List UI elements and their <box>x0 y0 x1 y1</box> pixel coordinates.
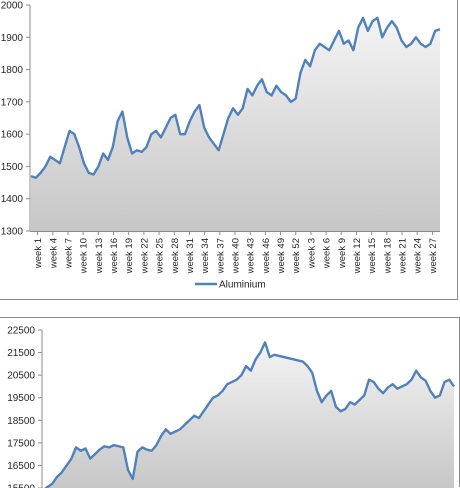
legend-label: Aluminium <box>219 280 266 291</box>
series-area-fill <box>31 18 440 231</box>
y-tick-label: 1400 <box>1 194 24 205</box>
aluminium-chart: 1300 1400 1500 1600 1700 1800 1900 2000 week 1 we… <box>0 0 458 300</box>
x-tick-label: week 1 <box>33 238 44 269</box>
y-tick-label: 1700 <box>1 97 24 108</box>
y-tick-label: 20500 <box>7 371 35 382</box>
y-tick-label: 17500 <box>7 438 35 449</box>
y-tick-label: 22500 <box>7 326 35 337</box>
y-tick-label: 2000 <box>1 1 24 12</box>
x-tick-label: week 46 <box>261 238 272 274</box>
x-tick-label: week 22 <box>139 238 150 274</box>
x-tick-label: week 52 <box>291 238 302 274</box>
x-tick-label: week 40 <box>231 238 242 274</box>
series-area-fill <box>43 342 454 488</box>
y-tick-label: 1600 <box>1 130 24 141</box>
x-tick-label: week 12 <box>352 238 363 274</box>
x-tick-label: week 24 <box>413 238 424 274</box>
aluminium-chart-panel: 1300 1400 1500 1600 1700 1800 1900 2000 week 1 we… <box>0 0 458 300</box>
y-tick-label: 1800 <box>1 65 24 76</box>
copper-chart-panel: 15500 16500 17500 18500 19500 20500 21500 22500 <box>0 317 460 487</box>
x-tick-label: week 6 <box>322 238 333 269</box>
legend: Aluminium <box>195 280 266 291</box>
y-tick-label: 16500 <box>7 461 35 472</box>
x-tick-label: week 13 <box>94 238 105 274</box>
x-tick-label: week 9 <box>337 238 348 269</box>
x-tick-label: week 16 <box>109 238 120 274</box>
y-tick-label: 1900 <box>1 33 24 44</box>
x-tick-label: week 34 <box>200 238 211 274</box>
x-tick-label: week 25 <box>155 238 166 274</box>
x-tick-label: week 37 <box>215 238 226 274</box>
x-tick-label: week 10 <box>79 238 90 274</box>
y-tick-label: 1500 <box>1 162 24 173</box>
x-tick-label: week 7 <box>63 238 74 269</box>
y-tick-label: 19500 <box>7 393 35 404</box>
y-tick-label: 18500 <box>7 416 35 427</box>
x-tick-label: week 28 <box>170 238 181 274</box>
x-tick-label: week 19 <box>124 238 135 274</box>
second-price-chart: 15500 16500 17500 18500 19500 20500 21500 22500 <box>0 318 460 488</box>
x-tick-label: week 27 <box>428 238 439 274</box>
y-tick-label: 21500 <box>7 348 35 359</box>
y-tick-label: 15500 <box>7 484 35 488</box>
x-tick-label: week 18 <box>382 238 393 274</box>
x-tick-label: week 49 <box>276 238 287 274</box>
x-tick-label: week 4 <box>48 238 59 269</box>
x-tick-label: week 21 <box>398 238 409 274</box>
x-tick-label: week 15 <box>367 238 378 274</box>
x-tick-label: week 31 <box>185 238 196 274</box>
x-tick-label: week 3 <box>306 238 317 269</box>
y-tick-label: 1300 <box>1 227 24 238</box>
x-tick-label: week 43 <box>246 238 257 274</box>
